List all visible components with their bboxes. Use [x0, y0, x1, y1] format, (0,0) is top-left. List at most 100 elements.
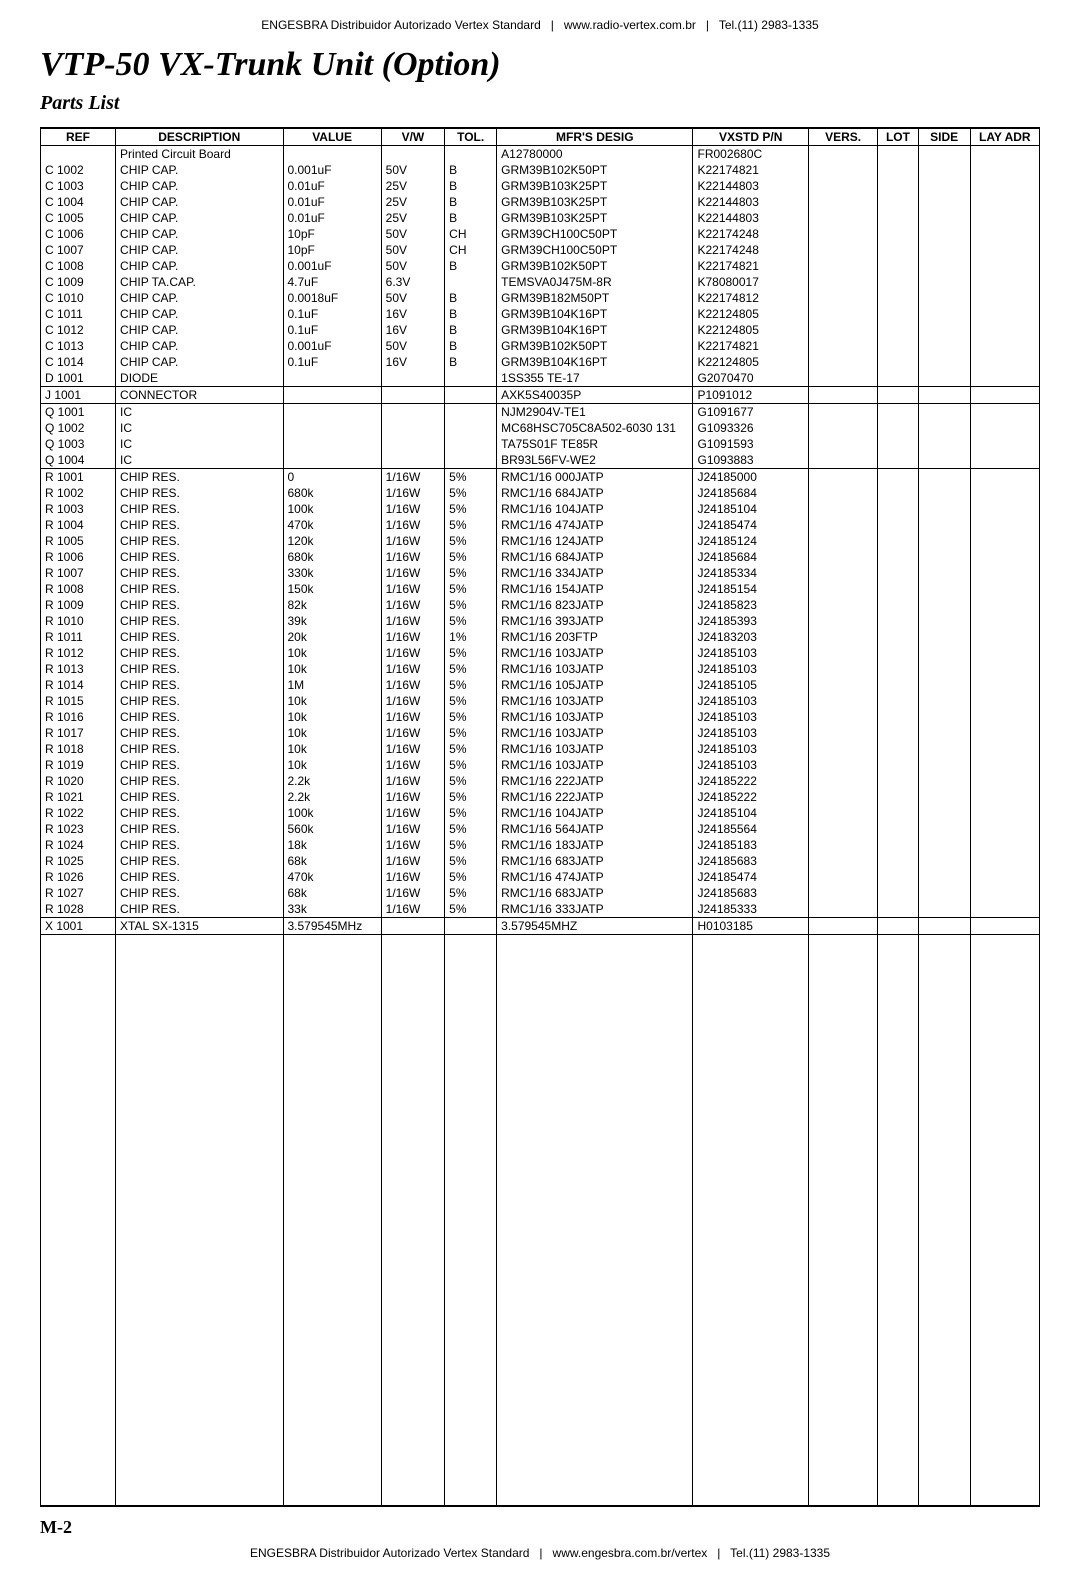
table-cell — [808, 242, 877, 258]
table-cell: J24185564 — [693, 821, 808, 837]
table-cell: 5% — [445, 533, 497, 549]
table-cell — [808, 677, 877, 693]
table-cell: R 1010 — [41, 613, 116, 629]
table-cell — [878, 274, 918, 290]
table-cell — [918, 693, 970, 709]
table-cell — [970, 853, 1039, 869]
table-cell: 10k — [283, 661, 381, 677]
table-cell — [445, 404, 497, 421]
table-cell — [878, 885, 918, 901]
table-cell — [808, 757, 877, 773]
table-cell — [918, 436, 970, 452]
table-cell — [918, 901, 970, 918]
table-cell — [918, 725, 970, 741]
table-cell — [878, 677, 918, 693]
table-cell: 1/16W — [381, 805, 445, 821]
table-cell — [970, 869, 1039, 885]
table-cell — [970, 918, 1039, 935]
table-cell: CHIP RES. — [116, 469, 283, 486]
table-cell: C 1007 — [41, 242, 116, 258]
table-cell: J24185683 — [693, 853, 808, 869]
table-cell — [808, 420, 877, 436]
table-cell: K22124805 — [693, 322, 808, 338]
table-cell: K22174821 — [693, 338, 808, 354]
table-cell: 1/16W — [381, 869, 445, 885]
table-cell — [878, 613, 918, 629]
table-cell — [808, 146, 877, 163]
table-cell: R 1017 — [41, 725, 116, 741]
table-cell: 1/16W — [381, 581, 445, 597]
table-cell: CHIP CAP. — [116, 354, 283, 370]
table-cell: K22174821 — [693, 162, 808, 178]
table-cell — [878, 258, 918, 274]
table-cell: J24185104 — [693, 805, 808, 821]
table-cell: BR93L56FV-WE2 — [497, 452, 693, 469]
table-cell: 82k — [283, 597, 381, 613]
table-cell: 10pF — [283, 226, 381, 242]
table-cell — [970, 725, 1039, 741]
table-cell — [808, 661, 877, 677]
table-cell — [970, 885, 1039, 901]
table-cell: CHIP RES. — [116, 805, 283, 821]
table-cell — [918, 613, 970, 629]
table-cell: XTAL SX-1315 — [116, 918, 283, 935]
table-cell — [970, 901, 1039, 918]
table-row: C 1005CHIP CAP.0.01uF25VBGRM39B103K25PTK… — [41, 210, 1040, 226]
table-cell — [918, 146, 970, 163]
table-cell: J24185222 — [693, 789, 808, 805]
table-cell: 0.001uF — [283, 258, 381, 274]
col-tol: TOL. — [445, 128, 497, 146]
table-row: R 1005CHIP RES.120k1/16W5%RMC1/16 124JAT… — [41, 533, 1040, 549]
table-cell — [918, 370, 970, 387]
table-cell: K22174812 — [693, 290, 808, 306]
table-cell — [878, 661, 918, 677]
table-cell — [283, 146, 381, 163]
table-cell: R 1016 — [41, 709, 116, 725]
table-cell: CHIP CAP. — [116, 210, 283, 226]
table-cell: R 1028 — [41, 901, 116, 918]
table-cell: CHIP CAP. — [116, 306, 283, 322]
table-cell — [918, 581, 970, 597]
table-cell: Q 1003 — [41, 436, 116, 452]
table-row: R 1015CHIP RES.10k1/16W5%RMC1/16 103JATP… — [41, 693, 1040, 709]
table-cell — [808, 821, 877, 837]
table-cell — [918, 210, 970, 226]
table-cell: 0.01uF — [283, 210, 381, 226]
table-cell: 1/16W — [381, 517, 445, 533]
table-cell: 1SS355 TE-17 — [497, 370, 693, 387]
table-cell: TA75S01F TE85R — [497, 436, 693, 452]
table-cell: 1/16W — [381, 773, 445, 789]
table-row: R 1022CHIP RES.100k1/16W5%RMC1/16 104JAT… — [41, 805, 1040, 821]
table-row: Q 1001ICNJM2904V-TE1G1091677 — [41, 404, 1040, 421]
table-cell — [808, 178, 877, 194]
table-cell: G1091677 — [693, 404, 808, 421]
table-cell: 18k — [283, 837, 381, 853]
table-cell: 2.2k — [283, 789, 381, 805]
table-cell: 1/16W — [381, 853, 445, 869]
table-cell: 0.1uF — [283, 354, 381, 370]
table-cell — [970, 501, 1039, 517]
table-cell: 4.7uF — [283, 274, 381, 290]
table-cell: CHIP CAP. — [116, 226, 283, 242]
table-cell — [808, 404, 877, 421]
table-row: C 1009CHIP TA.CAP.4.7uF6.3VTEMSVA0J475M-… — [41, 274, 1040, 290]
table-row: R 1004CHIP RES.470k1/16W5%RMC1/16 474JAT… — [41, 517, 1040, 533]
table-cell: CHIP CAP. — [116, 338, 283, 354]
table-cell: 5% — [445, 805, 497, 821]
table-cell: 1/16W — [381, 821, 445, 837]
table-cell: X 1001 — [41, 918, 116, 935]
table-cell: R 1006 — [41, 549, 116, 565]
table-cell — [918, 354, 970, 370]
table-row: R 1003CHIP RES.100k1/16W5%RMC1/16 104JAT… — [41, 501, 1040, 517]
table-cell — [918, 565, 970, 581]
table-cell: J24185683 — [693, 885, 808, 901]
table-row: C 1006CHIP CAP.10pF50VCHGRM39CH100C50PTK… — [41, 226, 1040, 242]
table-cell — [918, 837, 970, 853]
table-cell: J24185103 — [693, 709, 808, 725]
table-cell — [970, 789, 1039, 805]
table-cell — [808, 354, 877, 370]
table-cell — [970, 194, 1039, 210]
table-cell: Q 1004 — [41, 452, 116, 469]
table-cell: R 1018 — [41, 741, 116, 757]
page-subtitle: Parts List — [40, 92, 1040, 115]
